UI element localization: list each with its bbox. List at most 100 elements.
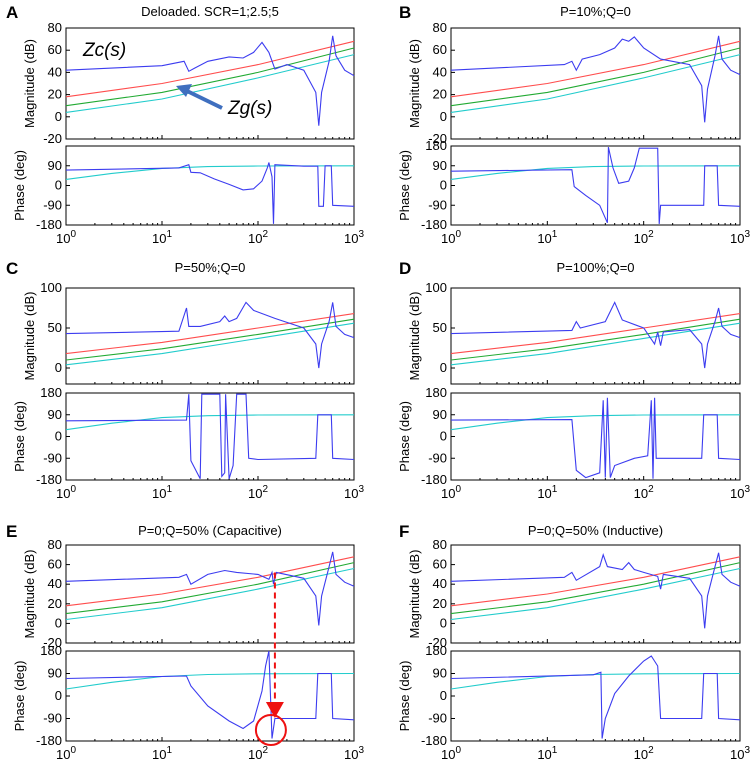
magnitude-frame (450, 544, 741, 644)
x-tick-label: 102 (248, 229, 268, 246)
magnitude-ytick-label: 60 (48, 557, 62, 572)
x-tick-label: 101 (152, 484, 172, 501)
series-zg-scr-2-5-magnitude (450, 318, 741, 361)
phase-frame (65, 145, 355, 226)
phase-ytick-label: -180 (36, 733, 62, 748)
phase-ytick-label: -90 (43, 197, 62, 212)
magnitude-ytick-label: 60 (433, 42, 447, 57)
panel-title: P=0;Q=50% (Capacitive) (138, 523, 282, 538)
x-tick-label: 100 (56, 229, 76, 246)
x-tick-label: 103 (344, 229, 364, 246)
x-tick-label: 100 (441, 484, 461, 501)
magnitude-axis-label: Magnitude (dB) (407, 550, 422, 639)
phase-ytick-label: 90 (433, 666, 447, 681)
series-zg-scr-1-magnitude (450, 40, 741, 98)
series-zc-phase (65, 393, 355, 480)
series-zg-scr-5-magnitude (65, 567, 355, 621)
series-zc-magnitude (65, 301, 355, 369)
phase-ytick-label: -90 (43, 711, 62, 726)
x-tick-label: 103 (730, 484, 750, 501)
phase-frame (450, 650, 741, 742)
magnitude-frame (450, 27, 741, 140)
x-tick-label: 102 (248, 484, 268, 501)
series-zg-scr-5-phase (65, 414, 355, 431)
panel-title: Deloaded. SCR=1;2.5;5 (141, 4, 279, 19)
series-zc-magnitude (65, 551, 355, 626)
zg-arrow-head (176, 84, 192, 97)
magnitude-ytick-label: 0 (55, 109, 62, 124)
phase-ytick-label: 0 (55, 178, 62, 193)
zc-annotation: Zc(s) (82, 40, 126, 61)
magnitude-ytick-label: 40 (48, 576, 62, 591)
phase-ytick-label: -180 (421, 733, 447, 748)
phase-ytick-label: 0 (55, 688, 62, 703)
series-zc-magnitude (450, 301, 741, 369)
series-zg-scr-5-phase (450, 414, 741, 431)
magnitude-ytick-label: 40 (433, 576, 447, 591)
zg-arrow (184, 88, 223, 110)
phase-ytick-label: 90 (433, 158, 447, 173)
series-zg-scr-5-magnitude (450, 322, 741, 366)
x-tick-label: 102 (634, 484, 654, 501)
series-zg-scr-5-magnitude (65, 54, 355, 113)
series-zg-scr-5-phase (450, 672, 741, 690)
phase-ytick-label: 0 (440, 688, 447, 703)
x-tick-label: 101 (537, 745, 557, 762)
magnitude-axis-label: Magnitude (dB) (22, 292, 37, 381)
series-zc-phase (65, 162, 355, 224)
magnitude-axis-label: Magnitude (dB) (407, 292, 422, 381)
phase-ytick-label: 180 (40, 385, 62, 400)
magnitude-axis-label: Magnitude (dB) (407, 39, 422, 128)
zg-annotation: Zg(s) (227, 98, 272, 119)
series-zg-scr-5-magnitude (450, 54, 741, 113)
series-zg-scr-5-phase (65, 165, 355, 180)
phase-axis-label: Phase (deg) (12, 150, 27, 221)
phase-frame (450, 145, 741, 226)
phase-ytick-label: -90 (428, 711, 447, 726)
magnitude-ytick-label: 80 (433, 20, 447, 35)
phase-frame (65, 392, 355, 481)
phase-ytick-label: 180 (40, 643, 62, 658)
series-zc-phase (450, 655, 741, 739)
series-zg-scr-1-magnitude (65, 556, 355, 607)
series-zg-scr-5-phase (65, 672, 355, 690)
series-zg-scr-2-5-magnitude (450, 47, 741, 107)
phase-ytick-label: 180 (425, 643, 447, 658)
magnitude-frame (450, 287, 741, 385)
x-tick-label: 100 (56, 484, 76, 501)
phase-frame (65, 650, 355, 742)
series-zg-scr-2-5-magnitude (65, 47, 355, 107)
panel-letter: B (399, 3, 411, 22)
magnitude-ytick-label: 20 (433, 87, 447, 102)
phase-ytick-label: -180 (36, 472, 62, 487)
series-zc-magnitude (450, 552, 741, 629)
magnitude-frame (65, 287, 355, 385)
series-zg-scr-5-magnitude (65, 322, 355, 366)
x-tick-label: 101 (537, 229, 557, 246)
x-tick-label: 101 (537, 484, 557, 501)
phase-ytick-label: 90 (433, 407, 447, 422)
series-zg-scr-5-phase (450, 165, 741, 180)
magnitude-ytick-label: -20 (43, 635, 62, 650)
x-tick-label: 100 (441, 745, 461, 762)
x-tick-label: 102 (248, 745, 268, 762)
magnitude-ytick-label: 60 (433, 557, 447, 572)
x-tick-label: 102 (634, 745, 654, 762)
highlight-circle (254, 714, 287, 746)
series-zc-magnitude (450, 35, 741, 123)
phase-ytick-label: 90 (48, 666, 62, 681)
x-tick-label: 100 (56, 745, 76, 762)
x-tick-label: 100 (441, 229, 461, 246)
x-tick-label: 101 (152, 745, 172, 762)
panel-E: E P=0;Q=50% (Capacitive) -20 0 20 40 60 80 -180 -… (6, 522, 364, 762)
phase-ytick-label: -180 (36, 217, 62, 232)
magnitude-ytick-label: 60 (48, 42, 62, 57)
panel-title: P=0;Q=50% (Inductive) (528, 523, 663, 538)
series-zg-scr-2-5-magnitude (65, 562, 355, 615)
series-zg-scr-1-magnitude (450, 313, 741, 355)
magnitude-ytick-label: 40 (48, 64, 62, 79)
magnitude-ytick-label: 50 (48, 320, 62, 335)
phase-ytick-label: -180 (421, 472, 447, 487)
magnitude-ytick-label: 20 (48, 87, 62, 102)
panel-D: D P=100%;Q=0050100-180-90090180Magnitude … (397, 259, 750, 501)
